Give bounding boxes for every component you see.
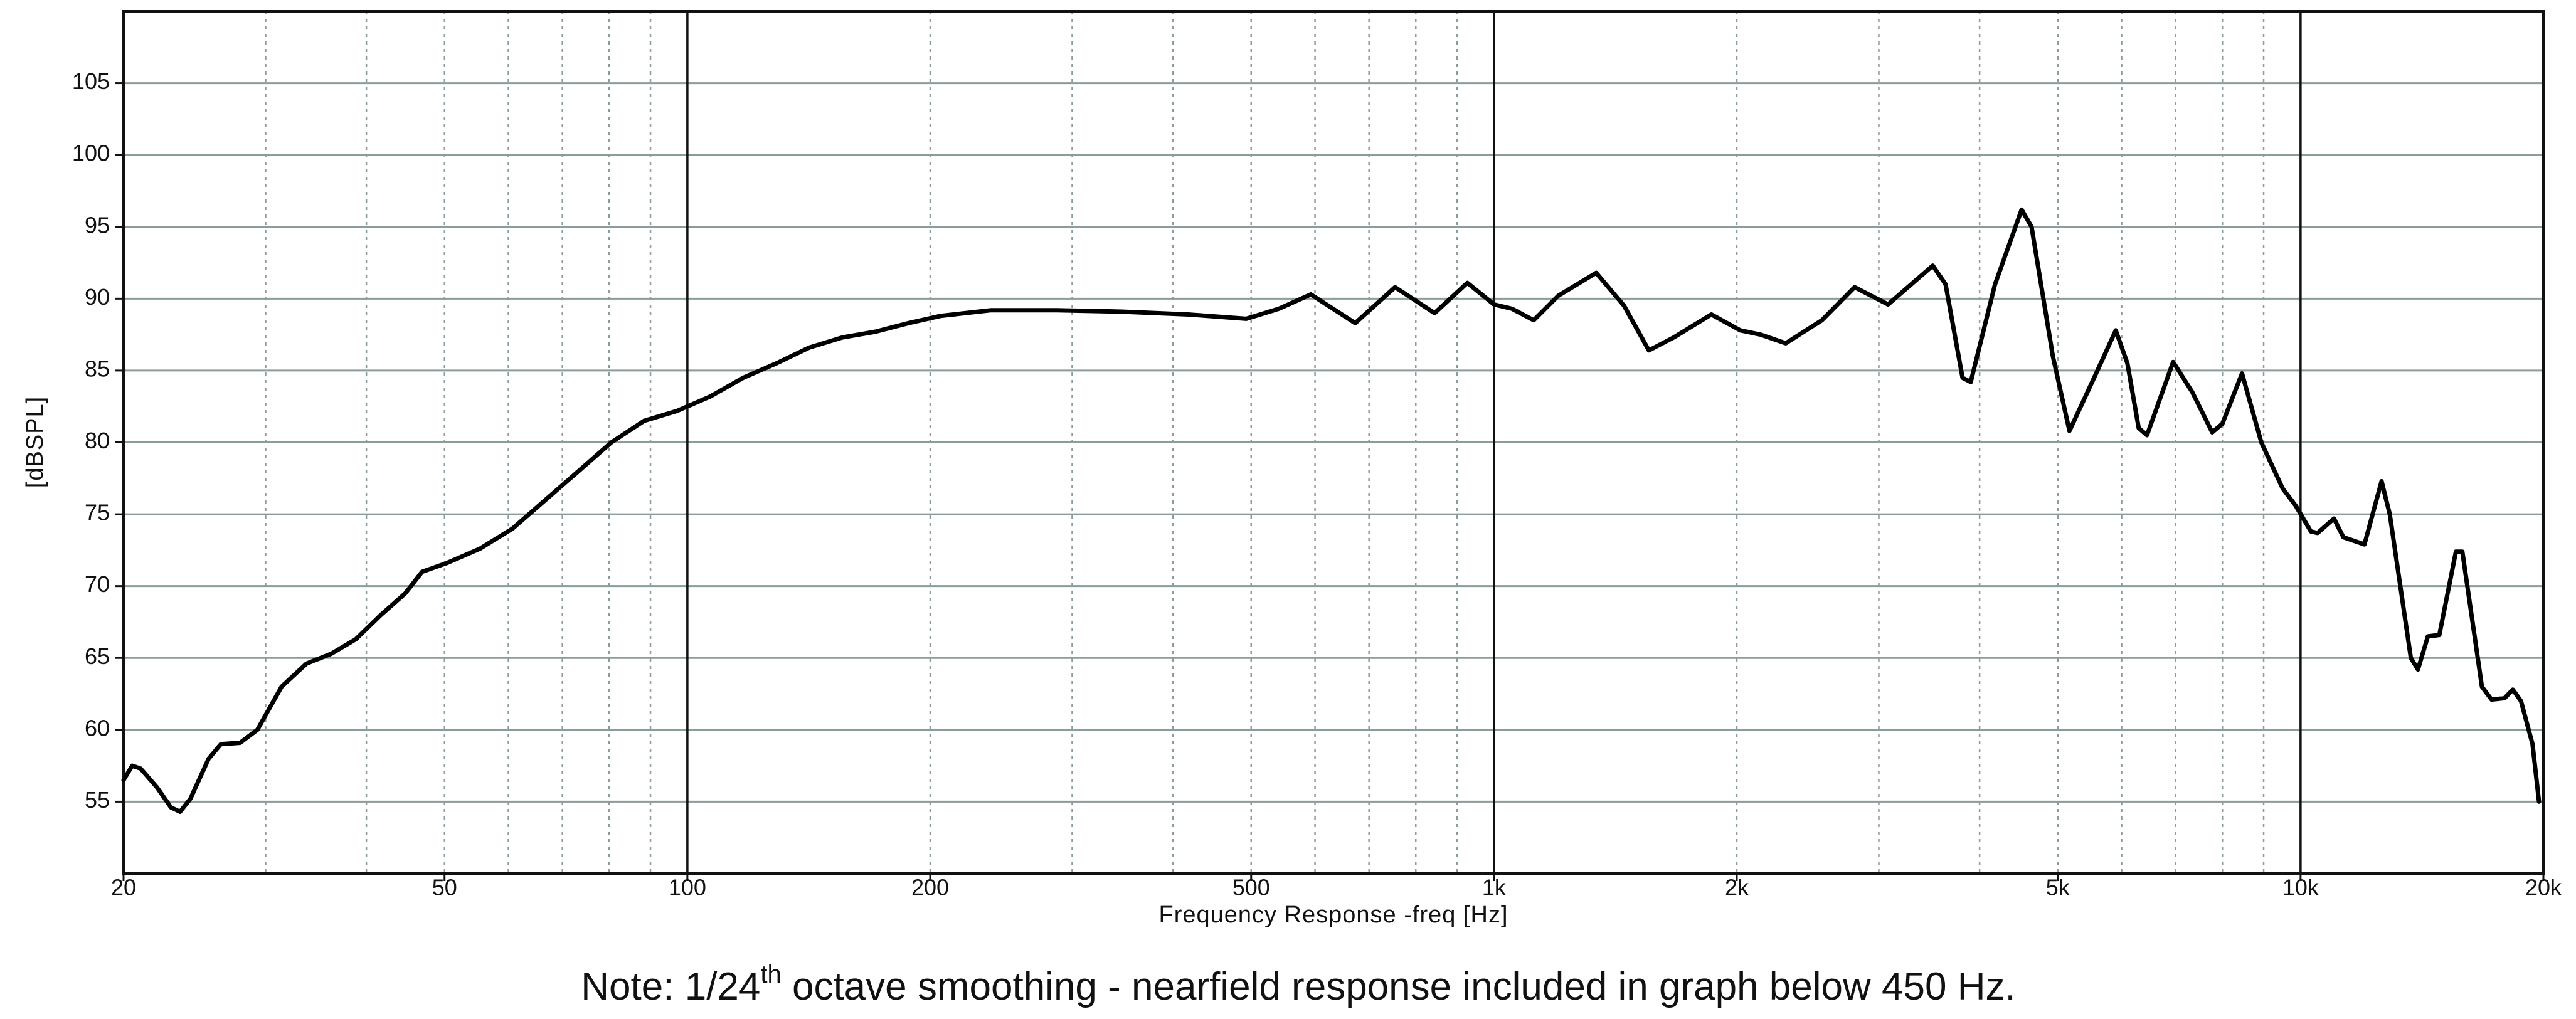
x-tick-label: 100	[669, 875, 706, 900]
annotation: Note: 1/24th octave smoothing - nearfiel…	[581, 961, 2015, 1009]
x-tick-label: 1k	[1482, 875, 1507, 900]
y-tick-label: 85	[85, 356, 110, 381]
y-tick-label: 70	[85, 571, 110, 597]
x-tick-label: 5k	[2046, 875, 2070, 900]
y-tick-label: 75	[85, 500, 110, 525]
annotation-text: Note: 1/24	[581, 965, 760, 1008]
annotation-superscript: th	[760, 961, 781, 988]
x-tick-label: 20	[111, 875, 136, 900]
x-tick-label: 20k	[2525, 875, 2562, 900]
y-tick-label: 80	[85, 428, 110, 453]
x-tick-label: 10k	[2282, 875, 2319, 900]
y-tick-label: 95	[85, 212, 110, 238]
y-tick-label: 55	[85, 787, 110, 813]
y-tick-label: 105	[72, 68, 110, 94]
x-tick-label: 200	[911, 875, 949, 900]
y-tick-label: 100	[72, 140, 110, 166]
x-axis-title: Frequency Response -freq [Hz]	[1158, 902, 1508, 928]
y-tick-label: 60	[85, 715, 110, 741]
response-curve	[121, 207, 2542, 814]
y-axis-title: [dBSPL]	[22, 396, 48, 488]
x-tick-label: 50	[432, 875, 457, 900]
y-tick-label: 90	[85, 284, 110, 310]
x-tick-label: 2k	[1725, 875, 1749, 900]
annotation-text: octave smoothing - nearfield response in…	[782, 965, 2016, 1008]
y-tick-label: 65	[85, 643, 110, 669]
x-tick-label: 500	[1232, 875, 1270, 900]
